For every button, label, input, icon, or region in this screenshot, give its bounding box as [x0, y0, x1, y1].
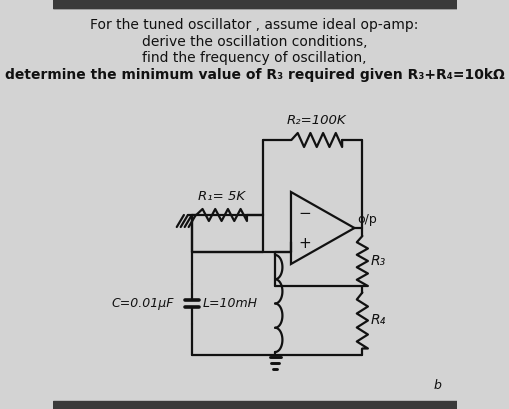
- Text: R₄: R₄: [370, 314, 385, 328]
- Bar: [53, 0, 457, 8]
- Text: R₂=100K: R₂=100K: [287, 114, 347, 127]
- Text: For the tuned oscillator , assume ideal op-amp:: For the tuned oscillator , assume ideal …: [90, 18, 419, 32]
- Text: o/p: o/p: [358, 213, 377, 227]
- Text: +: +: [298, 236, 311, 251]
- Text: determine the minimum value of R₃ required given R₃+R₄=10kΩ: determine the minimum value of R₃ requir…: [5, 68, 504, 82]
- Text: R₁= 5K: R₁= 5K: [198, 190, 245, 203]
- Text: derive the oscillation conditions,: derive the oscillation conditions,: [142, 35, 367, 49]
- Text: find the frequency of oscillation,: find the frequency of oscillation,: [142, 51, 367, 65]
- Text: C=0.01μF: C=0.01μF: [112, 297, 175, 310]
- Bar: [53, 0, 457, 8]
- Text: −: −: [298, 206, 311, 221]
- Text: R₃: R₃: [370, 254, 385, 268]
- Text: b: b: [434, 379, 442, 392]
- Bar: [53, 401, 457, 409]
- Text: L=10mH: L=10mH: [203, 297, 258, 310]
